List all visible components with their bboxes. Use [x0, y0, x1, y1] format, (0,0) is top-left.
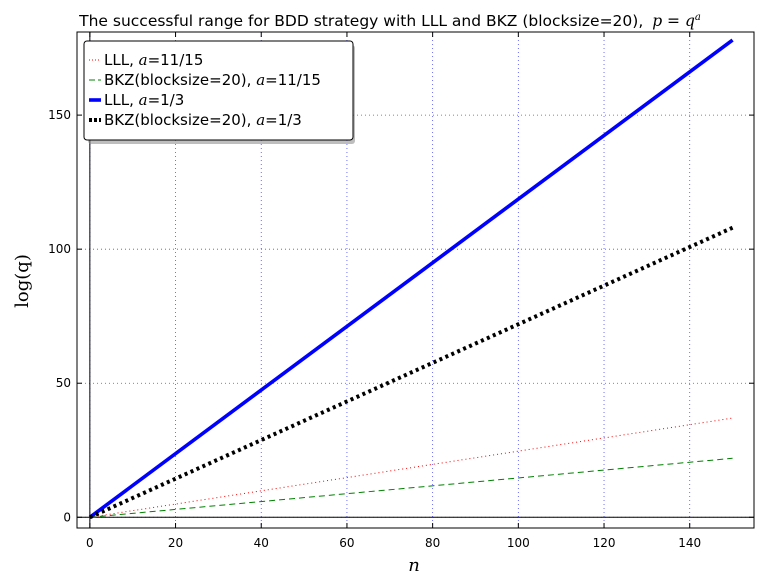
y-axis-label: log(q) [12, 254, 33, 308]
y-tick-label: 100 [48, 242, 71, 256]
legend-label-prefix: BKZ(blocksize=20), [104, 111, 256, 129]
legend-label-1: LLL, a=11/15 [104, 51, 203, 69]
legend-label-prefix: BKZ(blocksize=20), [104, 71, 256, 89]
legend-label-math: a [256, 71, 265, 89]
legend-label-4: BKZ(blocksize=20), a=1/3 [104, 111, 302, 129]
x-tick-label: 140 [678, 536, 701, 550]
legend-label-suffix: =1/3 [265, 111, 302, 129]
x-tick-label: 120 [593, 536, 616, 550]
chart-title-math: p = q [652, 12, 695, 30]
legend-label-suffix: =11/15 [148, 51, 204, 69]
series-line-1 [89, 417, 733, 518]
series-line-3 [88, 38, 734, 519]
legend-label-math: a [139, 91, 148, 109]
chart-title: The successful range for BDD strategy wi… [78, 12, 701, 30]
series-line-2 [89, 457, 733, 518]
plot-frame [76, 31, 755, 529]
series-line-4 [89, 225, 734, 520]
chart-title-text: The successful range for BDD strategy wi… [78, 12, 643, 30]
y-tick-label: 150 [48, 108, 71, 122]
x-tick-label: 60 [339, 536, 354, 550]
x-tick-label: 40 [254, 536, 269, 550]
y-tick-label: 50 [56, 376, 71, 390]
legend-label-prefix: LLL, [104, 51, 139, 69]
legend-label-math: a [256, 111, 265, 129]
y-tick-label: 0 [63, 510, 71, 524]
legend-label-math: a [139, 51, 148, 69]
legend-label-suffix: =1/3 [148, 91, 185, 109]
legend-label-prefix: LLL, [104, 91, 139, 109]
x-tick-label: 0 [86, 536, 94, 550]
legend-box [83, 40, 354, 141]
x-tick-label: 100 [507, 536, 530, 550]
x-axis-label: n [408, 555, 420, 576]
x-tick-label: 20 [168, 536, 183, 550]
chart-title-math-sup: a [695, 12, 701, 23]
axis-ticks: 0 20 40 60 80 100 120 140 0 50 100 150 [48, 32, 754, 550]
legend-label-suffix: =11/15 [265, 71, 321, 89]
legend-label-3: LLL, a=1/3 [104, 91, 184, 109]
legend-label-2: BKZ(blocksize=20), a=11/15 [104, 71, 321, 89]
series-layer [88, 38, 734, 520]
x-tick-label: 80 [425, 536, 440, 550]
